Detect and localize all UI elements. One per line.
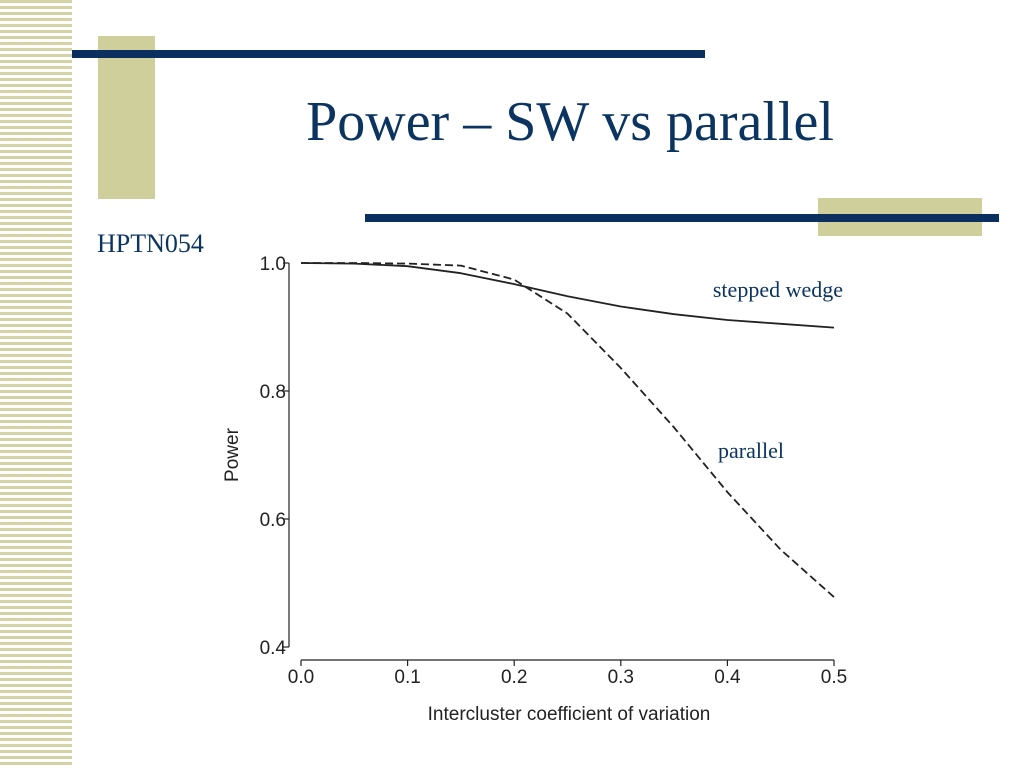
y-tick-label: 0.8 xyxy=(260,382,286,403)
x-tick-label: 0.5 xyxy=(821,667,847,688)
slide-subtitle: HPTN054 xyxy=(97,229,204,258)
title-rule-top xyxy=(72,50,705,58)
series-line-parallel xyxy=(301,262,835,598)
x-tick-label: 0.3 xyxy=(608,667,634,688)
y-axis-label: Power xyxy=(222,427,243,482)
y-tick-label: 1.0 xyxy=(260,254,286,275)
series-label-parallel: parallel xyxy=(718,438,784,463)
series-line-stepped-wedge xyxy=(300,262,835,329)
striped-side-band xyxy=(0,0,72,768)
x-tick-label: 0.1 xyxy=(394,667,420,688)
chart-series xyxy=(300,262,835,598)
slide-title: Power – SW vs parallel xyxy=(306,91,834,153)
title-rule-bottom xyxy=(365,214,999,222)
x-tick-label: 0.0 xyxy=(288,667,314,688)
series-label-stepped-wedge: stepped wedge xyxy=(713,277,843,302)
y-tick-label: 0.6 xyxy=(260,510,286,531)
accent-block-top-left xyxy=(98,36,155,199)
x-tick-label: 0.4 xyxy=(714,667,741,688)
x-axis-label: Intercluster coefficient of variation xyxy=(428,704,711,725)
y-tick-label: 0.4 xyxy=(260,638,287,659)
x-tick-label: 0.2 xyxy=(501,667,527,688)
chart-axes: 0.4 0.6 0.8 1.0 0.0 0.1 0.2 0.3 0.4 0.5 xyxy=(260,254,848,688)
